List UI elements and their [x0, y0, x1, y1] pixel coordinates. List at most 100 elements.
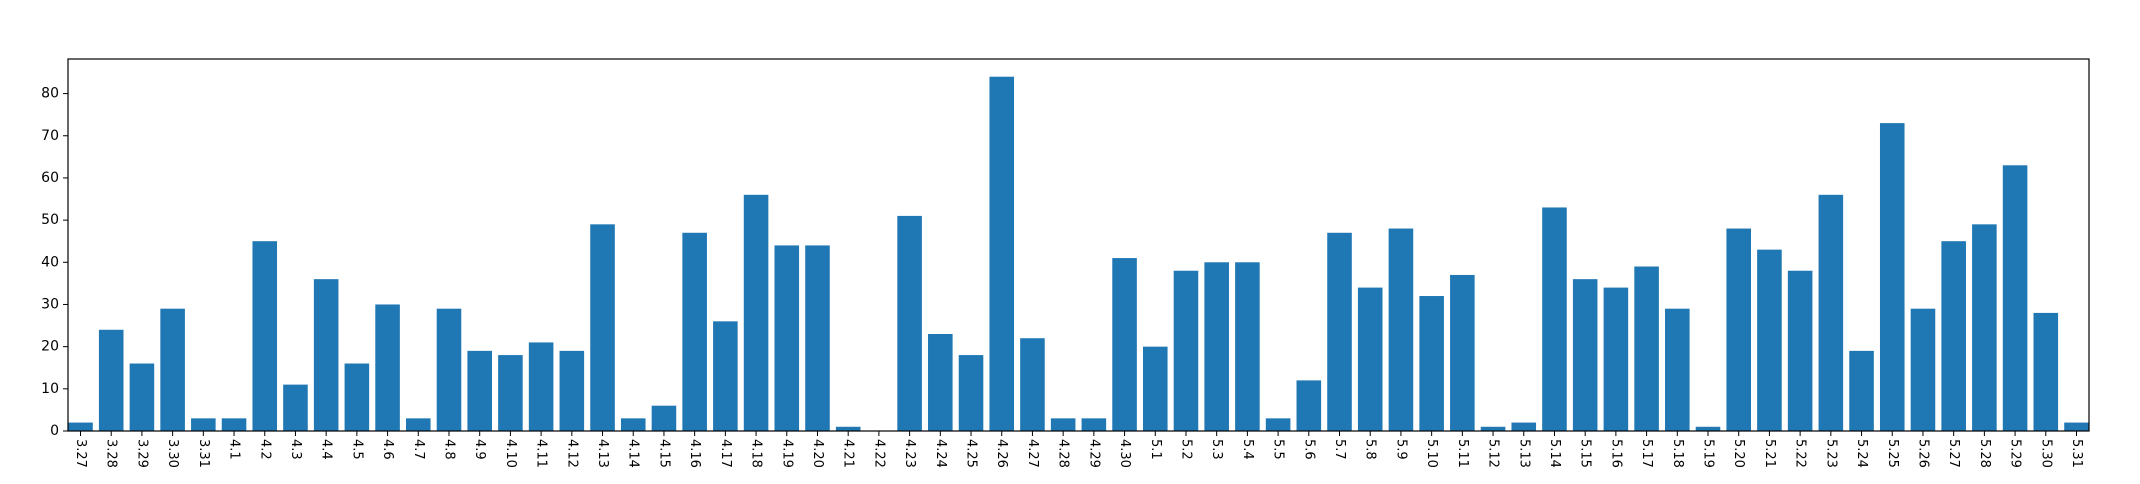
- bar-5.8: [1357, 287, 1383, 431]
- x-tick-label: 4.11: [534, 439, 549, 468]
- x-tick-label: 4.17: [718, 439, 733, 468]
- bar-5.15: [1572, 279, 1598, 431]
- x-tick-label: 4.16: [687, 439, 702, 468]
- bar-4.25: [958, 355, 984, 431]
- x-tick-label: 4.7: [411, 439, 426, 460]
- x-tick-label: 5.25: [1885, 439, 1900, 468]
- x-tick-label: 4.12: [564, 439, 579, 468]
- bar-5.16: [1603, 287, 1629, 431]
- x-tick-label: 5.16: [1608, 439, 1623, 468]
- bar-5.12: [1480, 426, 1506, 431]
- y-tick-label: 70: [41, 128, 59, 144]
- bars-group: [68, 76, 2089, 432]
- x-tick-label: 3.29: [134, 439, 149, 468]
- x-tick-label: 4.29: [1086, 439, 1101, 468]
- bar-5.1: [1142, 346, 1168, 431]
- bar-4.29: [1081, 418, 1107, 431]
- bar-4.6: [375, 304, 400, 431]
- bar-5.31: [2064, 422, 2089, 431]
- x-tick-label: 5.19: [1701, 439, 1716, 468]
- x-tick-label: 5.20: [1731, 439, 1746, 468]
- bar-5.28: [1972, 224, 1997, 431]
- x-tick-label: 4.5: [349, 439, 364, 460]
- bar-3.27: [68, 422, 93, 431]
- bar-4.26: [989, 76, 1015, 432]
- bar-5.13: [1511, 422, 1537, 431]
- x-tick-label: 5.23: [1823, 439, 1838, 468]
- x-tick-label: 4.20: [810, 439, 825, 468]
- x-tick-label: 5.21: [1762, 439, 1777, 468]
- y-tick-label: 80: [41, 86, 59, 102]
- x-tick-label: 5.30: [2038, 439, 2053, 468]
- plot-frame: [67, 58, 2090, 432]
- bar-4.30: [1112, 258, 1137, 431]
- x-tick-label: 4.15: [656, 439, 671, 468]
- x-tick-label: 4.24: [933, 439, 948, 468]
- bar-3.30: [160, 308, 185, 431]
- x-tick-label: 4.18: [749, 439, 764, 468]
- bar-5.6: [1296, 380, 1322, 431]
- bar-4.18: [743, 194, 769, 431]
- bar-4.14: [620, 418, 646, 431]
- bar-4.19: [774, 245, 800, 431]
- x-tick-label: 4.8: [441, 439, 456, 460]
- x-tick-label: 4.25: [964, 439, 979, 468]
- x-tick-label: 5.4: [1240, 439, 1255, 460]
- bar-5.18: [1665, 308, 1690, 431]
- bar-4.5: [344, 363, 370, 431]
- bar-4.17: [713, 321, 738, 431]
- x-tick-label: 5.22: [1793, 439, 1808, 468]
- x-tick-label: 3.28: [104, 439, 119, 468]
- x-tick-label: 5.6: [1301, 439, 1316, 460]
- bar-5.17: [1634, 266, 1659, 431]
- x-tick-label: 4.14: [626, 439, 641, 468]
- bar-4.1: [221, 418, 247, 431]
- x-tick-label: 5.2: [1178, 439, 1193, 460]
- bar-5.29: [2002, 165, 2028, 432]
- x-tick-label: 5.9: [1393, 439, 1408, 460]
- bar-4.24: [928, 333, 953, 431]
- bar-3.28: [98, 329, 124, 431]
- x-tick-label: 4.4: [319, 439, 334, 460]
- bar-4.28: [1050, 418, 1076, 431]
- bar-4.20: [805, 245, 830, 431]
- bar-3.31: [191, 418, 216, 431]
- x-tick-label: 5.17: [1639, 439, 1654, 468]
- x-tick-label: 4.2: [257, 439, 272, 460]
- x-tick-label: 5.15: [1578, 439, 1593, 468]
- x-tick-label: 3.30: [165, 439, 180, 468]
- y-axis: 0 10 20 30 40 50 60 70 80: [41, 86, 68, 439]
- x-tick-label: 4.6: [380, 439, 395, 460]
- bar-5.11: [1450, 274, 1475, 431]
- bar-4.4: [313, 279, 339, 431]
- bar-5.23: [1818, 194, 1844, 431]
- x-tick-label: 5.29: [2008, 439, 2023, 468]
- x-tick-label: 4.3: [288, 439, 303, 460]
- x-tick-label: 4.22: [871, 439, 886, 468]
- x-tick-label: 3.31: [196, 439, 211, 468]
- x-tick-label: 5.3: [1209, 439, 1224, 460]
- bar-5.26: [1910, 308, 1936, 431]
- x-tick-label: 4.13: [595, 439, 610, 468]
- bar-4.9: [467, 350, 492, 431]
- x-tick-label: 4.10: [503, 439, 518, 468]
- x-tick-label: 5.13: [1516, 439, 1531, 468]
- x-tick-label: 5.7: [1332, 439, 1347, 460]
- bar-5.3: [1204, 262, 1229, 431]
- y-tick-label: 60: [41, 170, 59, 186]
- bar-5.4: [1235, 262, 1260, 431]
- x-tick-label: 4.28: [1056, 439, 1071, 468]
- bar-5.22: [1787, 270, 1813, 431]
- x-tick-label: 5.27: [1946, 439, 1961, 468]
- x-axis: 3.27 3.28 3.29 3.30 3.31 4.1 4.2 4.3 4.4 4.5 4.6 4.…: [73, 431, 2084, 468]
- x-tick-label: 5.8: [1363, 439, 1378, 460]
- bar-5.9: [1388, 228, 1414, 431]
- x-tick-label: 4.26: [994, 439, 1009, 468]
- bar-5.2: [1173, 270, 1199, 431]
- x-tick-label: 4.27: [1025, 439, 1040, 468]
- y-tick-label: 30: [41, 296, 59, 312]
- bar-4.2: [252, 241, 278, 431]
- x-tick-label: 4.23: [902, 439, 917, 468]
- bar-4.11: [528, 342, 554, 431]
